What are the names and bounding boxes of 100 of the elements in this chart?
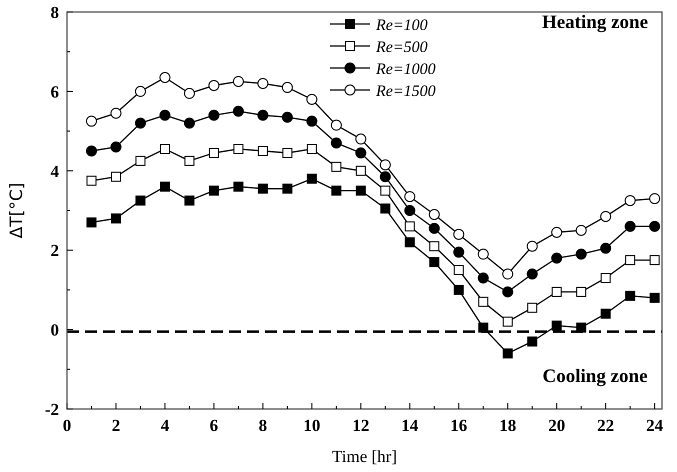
- point: [649, 193, 660, 204]
- point: [527, 336, 538, 347]
- point: [576, 322, 586, 333]
- point: [478, 296, 488, 307]
- x-tick-label: 0: [62, 416, 72, 435]
- point: [453, 228, 464, 240]
- point: [429, 241, 440, 252]
- point: [86, 176, 96, 186]
- point: [600, 272, 611, 283]
- point: [110, 213, 121, 224]
- y-tick-label: 4: [50, 162, 60, 181]
- point: [404, 191, 416, 202]
- point: [502, 286, 514, 298]
- point: [649, 220, 660, 232]
- point: [404, 221, 415, 232]
- point: [380, 186, 390, 196]
- point: [625, 290, 636, 301]
- point: [160, 182, 170, 192]
- point: [184, 118, 195, 129]
- y-tick-label: -2: [44, 400, 59, 419]
- point: [478, 322, 488, 333]
- x-tick-label: 2: [112, 416, 120, 435]
- point: [330, 138, 342, 149]
- point: [502, 316, 513, 327]
- point: [600, 242, 612, 254]
- point: [134, 86, 146, 97]
- point: [454, 284, 464, 295]
- point: [404, 237, 415, 248]
- point: [233, 182, 244, 192]
- x-tick-label: 10: [303, 416, 320, 435]
- point: [355, 134, 366, 145]
- point: [282, 184, 292, 194]
- point: [306, 94, 318, 105]
- point: [184, 88, 195, 99]
- point: [454, 265, 464, 276]
- point: [428, 222, 440, 234]
- x-tick-label: 6: [210, 416, 218, 435]
- point: [184, 196, 194, 206]
- point: [282, 82, 293, 93]
- legend-label: Re=100: [375, 17, 428, 34]
- point: [527, 302, 538, 313]
- point: [331, 162, 342, 172]
- point: [232, 76, 244, 87]
- legend-label: Re=1000: [375, 61, 436, 78]
- point: [526, 240, 538, 252]
- point: [306, 174, 317, 184]
- x-axis-title: Time [hr]: [332, 447, 398, 466]
- point: [306, 144, 317, 154]
- point: [208, 148, 219, 158]
- point: [86, 217, 96, 228]
- point: [330, 120, 342, 131]
- point: [110, 172, 121, 182]
- point: [258, 146, 268, 156]
- point: [650, 292, 660, 303]
- point: [551, 226, 562, 238]
- point: [478, 272, 489, 284]
- point: [600, 308, 611, 319]
- point: [600, 210, 612, 222]
- legend-label: Re=1500: [375, 83, 436, 100]
- point: [478, 248, 489, 260]
- point: [453, 246, 464, 258]
- point: [110, 141, 122, 152]
- x-tick-label: 20: [548, 416, 566, 435]
- point: [208, 80, 220, 91]
- y-axis-title: ΔT[°C]: [7, 182, 27, 238]
- point: [184, 156, 194, 166]
- point: [282, 148, 292, 158]
- point: [159, 110, 170, 121]
- point: [356, 186, 366, 196]
- point: [134, 118, 146, 129]
- point: [380, 159, 391, 170]
- point: [232, 106, 244, 117]
- point: [552, 320, 562, 331]
- annotation: Heating zone: [542, 12, 648, 33]
- point: [404, 205, 416, 216]
- point: [208, 110, 220, 121]
- x-tick-label: 16: [450, 416, 468, 435]
- point: [355, 147, 366, 158]
- point: [625, 255, 636, 266]
- point: [576, 248, 587, 260]
- point: [356, 166, 366, 176]
- point: [526, 268, 538, 280]
- point: [258, 184, 268, 194]
- point: [502, 268, 514, 280]
- point: [233, 144, 244, 154]
- point: [159, 72, 170, 84]
- point: [135, 196, 146, 206]
- x-tick-label: 8: [258, 416, 268, 435]
- y-tick-label: 2: [50, 241, 59, 260]
- point: [576, 286, 586, 297]
- point: [160, 144, 170, 154]
- x-tick-label: 14: [401, 416, 419, 435]
- point: [86, 145, 97, 156]
- x-tick-label: 22: [597, 416, 614, 435]
- point: [135, 156, 146, 166]
- point: [551, 252, 562, 264]
- point: [624, 195, 636, 206]
- point: [257, 110, 268, 121]
- point: [208, 186, 219, 196]
- annotation: Cooling zone: [542, 366, 648, 387]
